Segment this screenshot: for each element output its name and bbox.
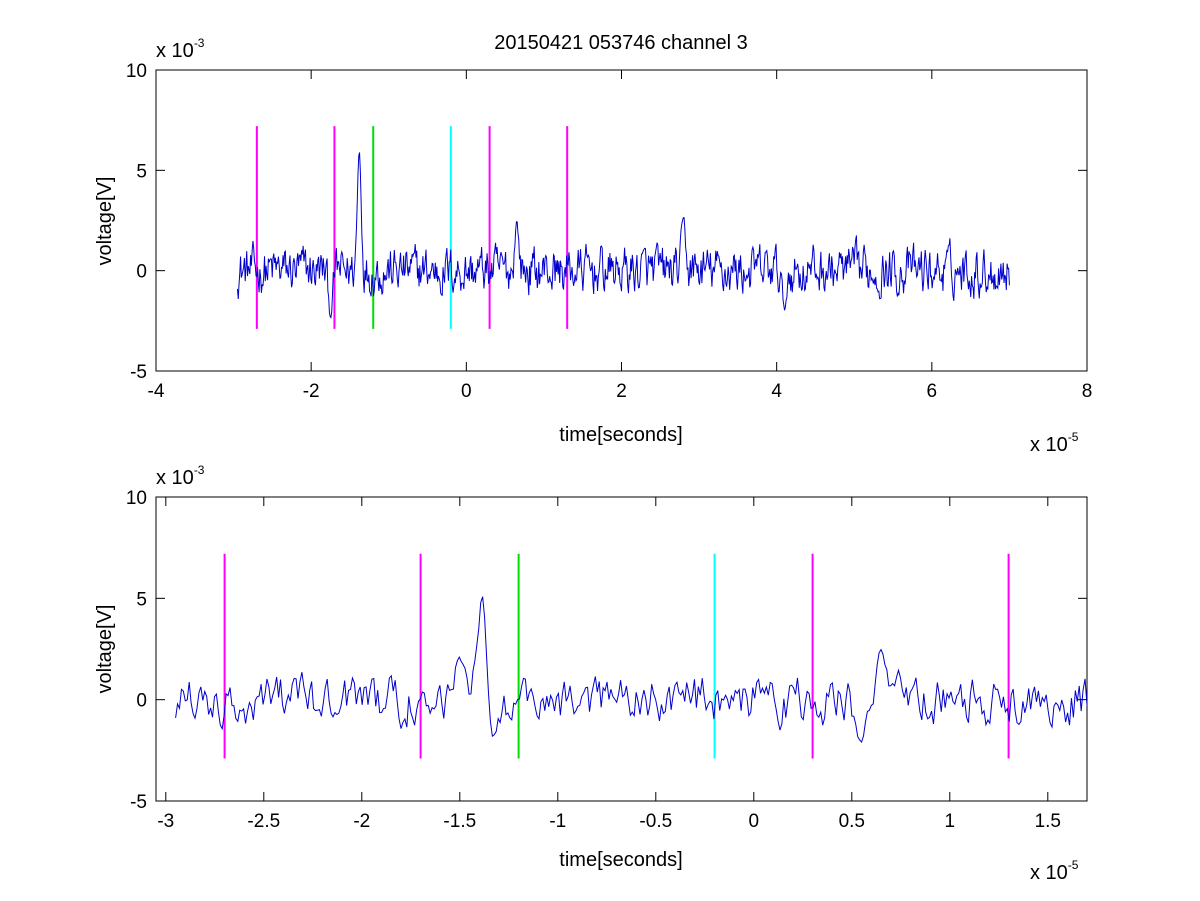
y-tick-label-3: 10 bbox=[126, 488, 147, 509]
x-tick-label-3: -1.5 bbox=[443, 811, 476, 832]
x-tick-label-0: -3 bbox=[157, 811, 174, 832]
y-tick-label-2: 5 bbox=[136, 589, 147, 610]
figure-title: 20150421 053746 channel 3 bbox=[494, 32, 748, 54]
plot-top-frame bbox=[155, 69, 1088, 372]
x-tick-label-8: 1 bbox=[945, 811, 956, 832]
plot-bottom-ylabel: voltage[V] bbox=[94, 605, 116, 694]
plot-top-yticks: -5 0 5 10 bbox=[126, 61, 1087, 383]
x-tick-label-1: -2 bbox=[303, 381, 320, 402]
y-tick-label-0: -5 bbox=[130, 792, 147, 813]
x-tick-label-4: -1 bbox=[549, 811, 566, 832]
plot-bottom-yticks: -5 0 5 10 bbox=[126, 488, 1087, 813]
y-tick-label-1: 0 bbox=[136, 691, 147, 712]
x-tick-label-2: 0 bbox=[461, 381, 472, 402]
x-tick-label-1: -2.5 bbox=[247, 811, 280, 832]
y-tick-label-1: 0 bbox=[136, 262, 147, 283]
x-tick-label-5: -0.5 bbox=[639, 811, 672, 832]
plot-bottom-markers bbox=[223, 553, 1010, 759]
plot-top: -4 -2 0 2 4 6 8 -5 0 5 10 time[seconds] voltage[V… bbox=[94, 36, 1092, 456]
plot-top-series-line bbox=[236, 152, 1010, 319]
plot-top-ylabel: voltage[V] bbox=[94, 177, 116, 266]
plot-bottom-y-multiplier: x 10-3 bbox=[156, 463, 205, 489]
x-tick-label-6: 0 bbox=[749, 811, 760, 832]
plot-bottom-xticks: -3 -2.5 -2 -1.5 -1 -0.5 0 0.5 1 1.5 bbox=[157, 497, 1061, 832]
y-tick-label-2: 5 bbox=[136, 161, 147, 182]
plot-top-x-multiplier: x 10-5 bbox=[1030, 430, 1079, 456]
x-tick-label-4: 4 bbox=[771, 381, 782, 402]
plot-top-xticks: -4 -2 0 2 4 6 8 bbox=[148, 70, 1093, 402]
y-tick-label-3: 10 bbox=[126, 61, 147, 82]
plot-bottom: -3 -2.5 -2 -1.5 -1 -0.5 0 0.5 1 1.5 -5 0 5 10 time[s… bbox=[94, 463, 1088, 884]
x-tick-label-9: 1.5 bbox=[1035, 811, 1061, 832]
plot-top-y-multiplier: x 10-3 bbox=[156, 36, 205, 62]
plot-top-xlabel: time[seconds] bbox=[559, 424, 682, 446]
x-tick-label-7: 0.5 bbox=[839, 811, 865, 832]
plot-bottom-series-line bbox=[175, 596, 1088, 743]
x-tick-label-6: 8 bbox=[1082, 381, 1093, 402]
x-tick-label-5: 6 bbox=[927, 381, 938, 402]
x-tick-label-2: -2 bbox=[353, 811, 370, 832]
plot-bottom-frame bbox=[155, 496, 1088, 802]
y-tick-label-0: -5 bbox=[130, 362, 147, 383]
plot-bottom-xlabel: time[seconds] bbox=[559, 849, 682, 871]
x-tick-label-3: 2 bbox=[616, 381, 627, 402]
plot-bottom-x-multiplier: x 10-5 bbox=[1030, 858, 1079, 884]
x-tick-label-0: -4 bbox=[148, 381, 165, 402]
